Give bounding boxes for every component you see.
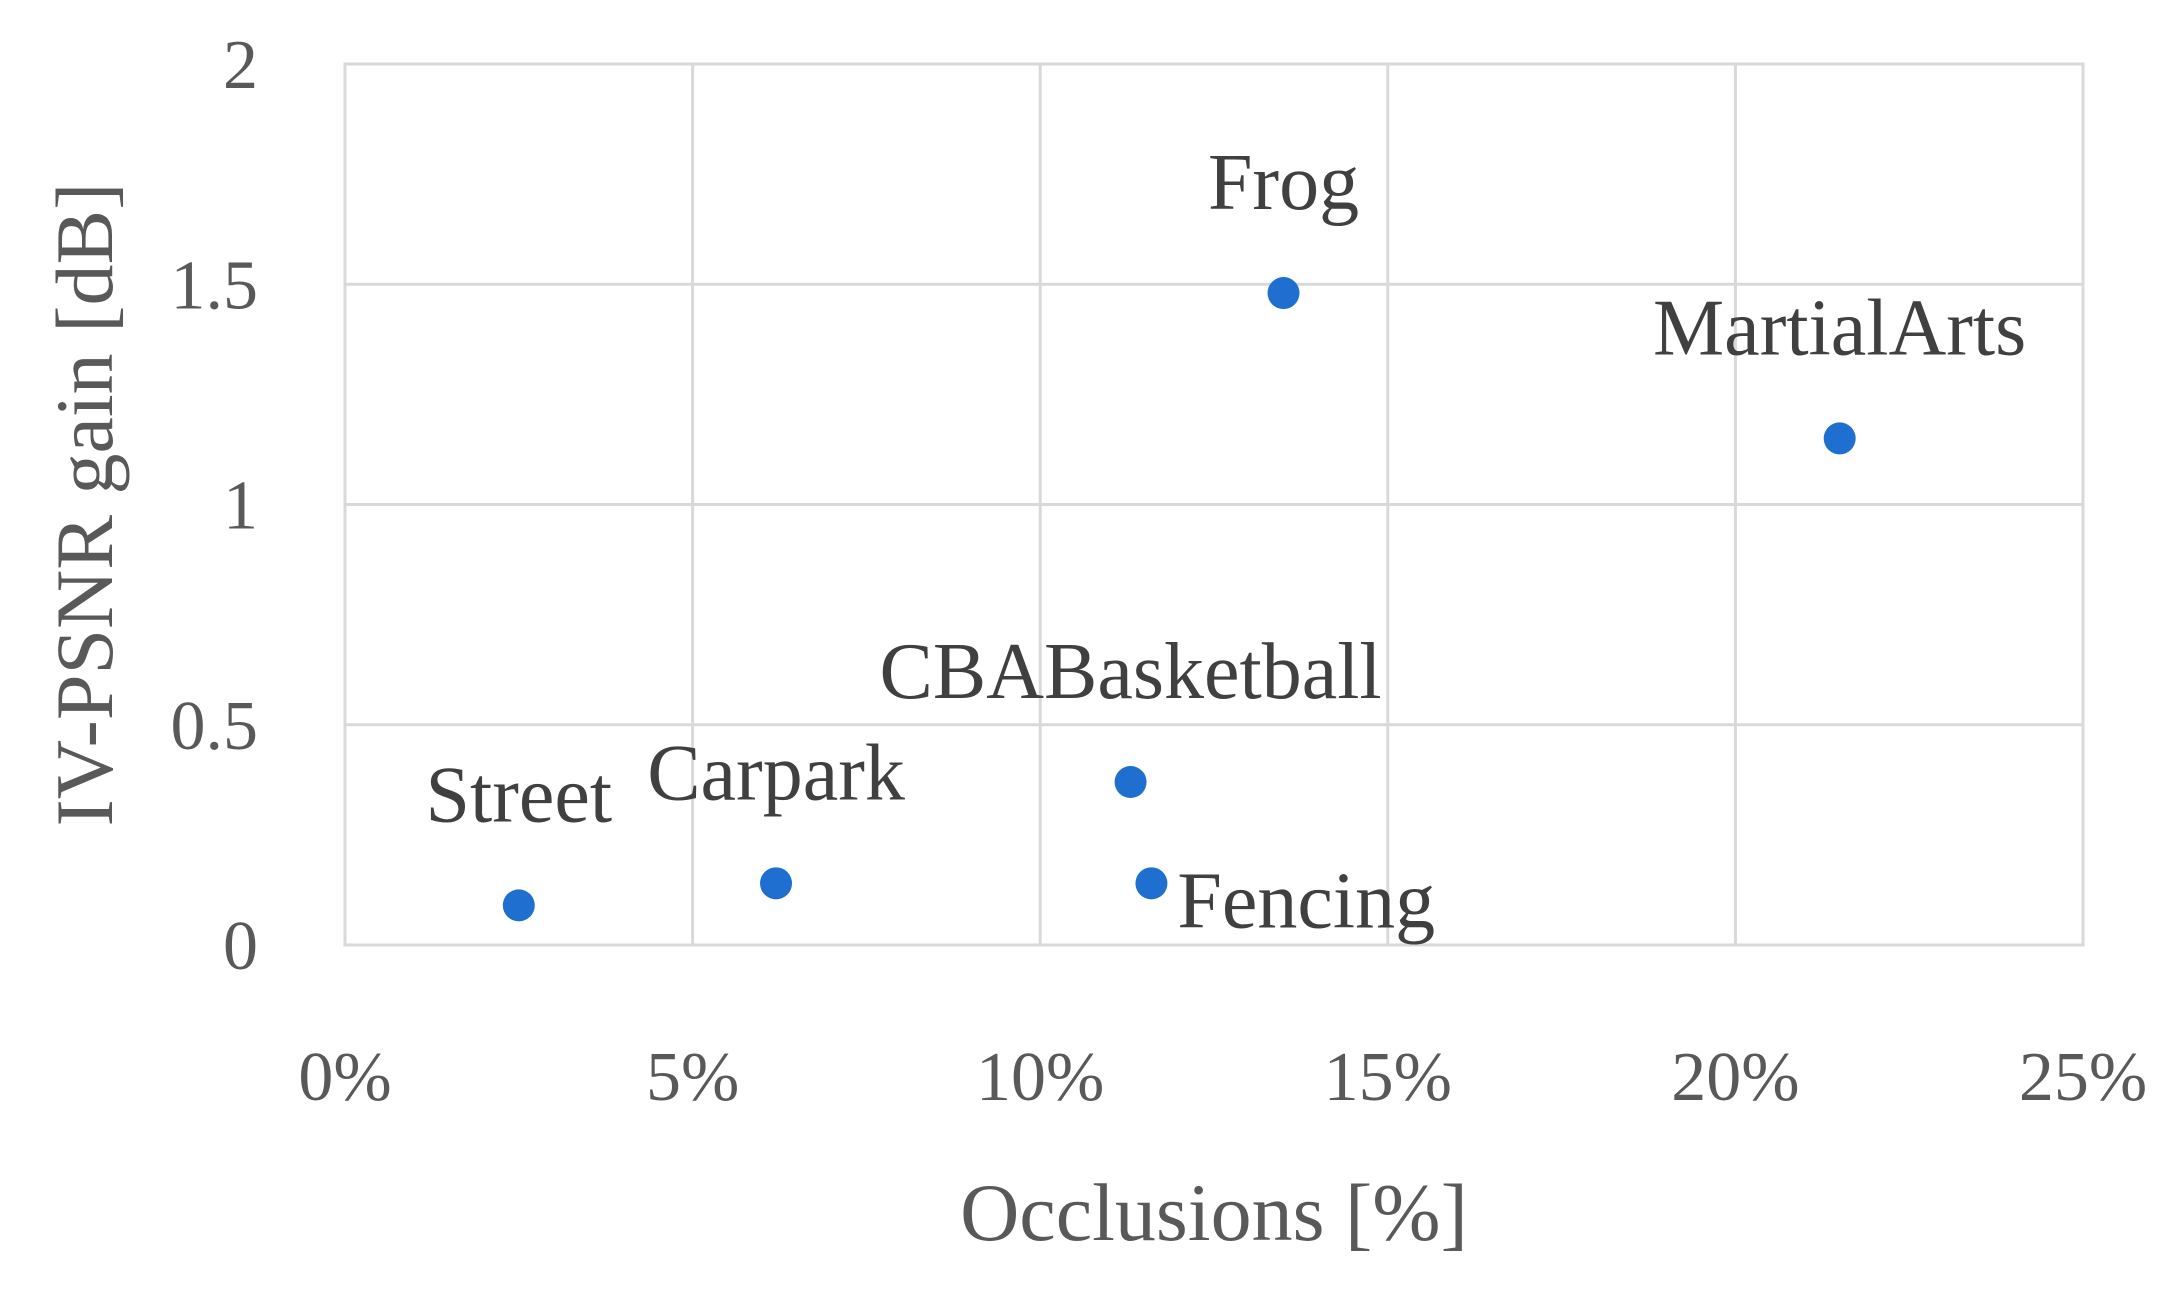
y-tick-label: 1.5 [171,247,259,324]
data-label: Frog [1208,139,1359,227]
data-labels: Street Carpark CBABasketball Fencing Frog Mar… [425,139,2026,945]
data-point [1267,277,1300,310]
x-tick-label: 10% [976,1039,1104,1116]
data-label: Carpark [647,729,905,817]
y-tick-label: 1 [223,468,258,545]
data-point [1114,766,1147,799]
data-label: CBABasketball [879,628,1381,716]
data-point [1135,867,1168,900]
data-label: Fencing [1177,857,1435,945]
plot-area-border [343,62,2085,947]
data-point [1823,422,1856,455]
x-tick-label: 25% [2019,1039,2147,1116]
y-tick-label: 0.5 [171,688,259,765]
data-label: MartialArts [1653,284,2026,372]
x-tick-label: 20% [1671,1039,1799,1116]
x-axis-title: Occlusions [%] [960,1167,1468,1258]
x-tick-label: 5% [646,1039,739,1116]
y-tick-label: 2 [223,27,258,104]
data-points [502,277,1856,922]
data-label: Street [425,751,612,839]
x-tick-label: 0% [298,1039,391,1116]
x-tick-label: 15% [1324,1039,1452,1116]
y-tick-label: 0 [223,908,258,985]
y-axis-title: IV-PSNR gain [dB] [39,183,130,827]
data-point [502,889,535,922]
y-axis-ticks: 0 0.5 1 1.5 2 [171,27,259,985]
data-point [760,867,793,900]
x-axis-ticks: 0% 5% 10% 15% 20% 25% [298,1039,2147,1116]
